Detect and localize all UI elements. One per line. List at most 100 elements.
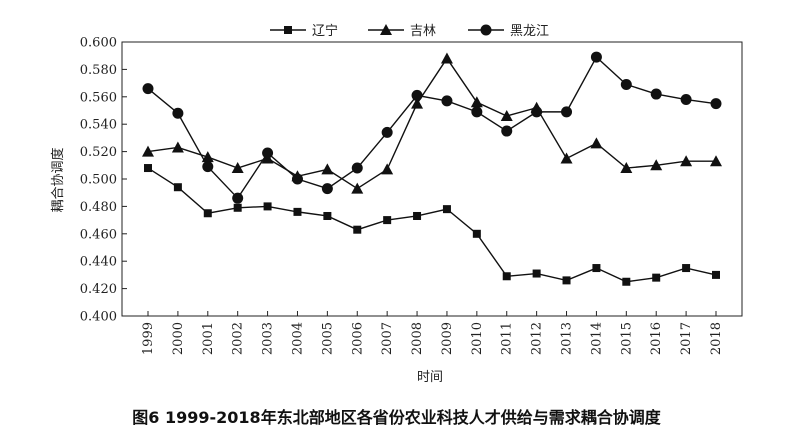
- x-tick-label: 2004: [290, 322, 305, 355]
- data-point-triangle: [710, 155, 722, 167]
- data-point-square: [682, 264, 691, 273]
- legend-marker-square: [284, 26, 292, 34]
- data-point-square: [203, 209, 212, 218]
- data-point-triangle: [500, 109, 513, 121]
- y-tick-label: 0.540: [80, 118, 117, 133]
- x-tick-label: 2007: [380, 322, 395, 355]
- data-point-square: [502, 272, 511, 281]
- y-axis-label: 耦合协调度: [50, 147, 66, 212]
- data-point-triangle: [231, 162, 244, 174]
- data-point-circle: [441, 95, 453, 107]
- data-point-circle: [291, 173, 303, 185]
- data-point-circle: [531, 106, 543, 118]
- legend-label: 黑龙江: [510, 24, 549, 39]
- data-point-square: [472, 229, 481, 238]
- data-point-circle: [381, 126, 393, 138]
- x-tick-label: 2006: [350, 322, 365, 355]
- data-point-circle: [321, 183, 333, 195]
- x-tick-label: 2013: [560, 322, 575, 355]
- legend: 辽宁 吉林 黑龙江: [270, 23, 549, 39]
- x-tick-label: 2018: [709, 322, 724, 355]
- data-point-circle: [680, 94, 692, 106]
- x-tick-label: 2017: [679, 322, 694, 355]
- x-tick-label: 2008: [410, 322, 425, 355]
- y-tick-label: 0.600: [80, 36, 117, 51]
- data-point-square: [383, 216, 392, 225]
- data-point-triangle: [411, 97, 424, 109]
- data-point-circle: [351, 162, 363, 174]
- legend-marker-circle: [480, 24, 492, 36]
- data-point-square: [353, 225, 362, 234]
- x-tick-label: 2011: [500, 322, 515, 355]
- y-tick-label: 0.480: [80, 200, 117, 215]
- data-point-circle: [471, 106, 483, 118]
- data-point-triangle: [321, 163, 334, 175]
- series-line-square: [147, 167, 717, 283]
- data-point-triangle: [470, 96, 483, 108]
- data-point-triangle: [171, 141, 184, 153]
- x-tick-label: 1999: [141, 322, 156, 355]
- x-tick-label: 2009: [440, 322, 455, 355]
- data-point-triangle: [142, 145, 154, 157]
- x-tick-label: 2014: [589, 322, 604, 355]
- data-point-square: [442, 205, 451, 214]
- x-tick-label: 2005: [320, 322, 335, 355]
- y-tick-label: 0.440: [80, 255, 117, 270]
- data-point-circle: [411, 89, 423, 101]
- y-tick-label: 0.520: [80, 145, 117, 160]
- data-point-square: [233, 203, 242, 212]
- data-point-square: [293, 207, 302, 216]
- data-point-circle: [262, 147, 274, 159]
- x-tick-label: 2016: [649, 322, 664, 355]
- series-group: [142, 51, 722, 286]
- x-axis-label: 时间: [417, 370, 443, 385]
- data-point-square: [323, 211, 332, 220]
- x-tick-label: 2001: [201, 322, 216, 355]
- data-point-triangle: [650, 159, 663, 171]
- data-point-circle: [232, 192, 244, 204]
- series-line-triangle: [147, 57, 716, 190]
- plot-frame: [121, 41, 743, 317]
- x-tick-label: 2012: [530, 322, 545, 355]
- data-point-circle: [650, 88, 662, 100]
- data-point-circle: [202, 161, 214, 173]
- x-tick-label: 2003: [261, 322, 276, 355]
- x-tick-label: 2010: [470, 322, 485, 355]
- y-tick-label: 0.420: [80, 282, 117, 297]
- data-point-circle: [561, 106, 573, 118]
- data-point-square: [263, 202, 272, 211]
- x-tick-label: 2002: [231, 322, 246, 355]
- data-point-square: [712, 270, 720, 279]
- x-tick-label: 2015: [619, 322, 634, 355]
- data-point-triangle: [201, 151, 214, 163]
- data-point-square: [562, 276, 571, 285]
- data-point-circle: [620, 78, 632, 90]
- axes: 0.400 0.420 0.440 0.460 0.480 0.500 0.520 0.540…: [80, 36, 743, 355]
- series-line-circle: [147, 55, 717, 200]
- data-point-triangle: [620, 162, 633, 174]
- data-point-triangle: [381, 163, 394, 175]
- x-tick-label: 2000: [171, 322, 186, 355]
- data-point-circle: [590, 51, 602, 63]
- legend-label: 辽宁: [312, 23, 338, 39]
- data-point-circle: [142, 83, 154, 95]
- data-point-square: [413, 211, 422, 220]
- data-point-square: [622, 277, 631, 286]
- data-point-triangle: [680, 155, 693, 167]
- data-point-square: [144, 164, 152, 173]
- figure-caption: 图6 1999-2018年东北部地区各省份农业科技人才供给与需求耦合协调度: [132, 408, 661, 427]
- data-point-circle: [710, 98, 722, 110]
- data-point-square: [173, 183, 182, 192]
- y-tick-label: 0.580: [80, 63, 117, 78]
- data-point-square: [532, 269, 541, 278]
- data-point-triangle: [440, 52, 453, 64]
- data-point-triangle: [351, 182, 364, 194]
- data-point-triangle: [590, 137, 603, 149]
- data-point-circle: [501, 125, 513, 137]
- y-tick-label: 0.500: [80, 173, 117, 188]
- data-point-square: [592, 264, 601, 273]
- legend-label: 吉林: [410, 24, 436, 39]
- data-point-circle: [172, 107, 184, 119]
- data-point-triangle: [560, 152, 573, 164]
